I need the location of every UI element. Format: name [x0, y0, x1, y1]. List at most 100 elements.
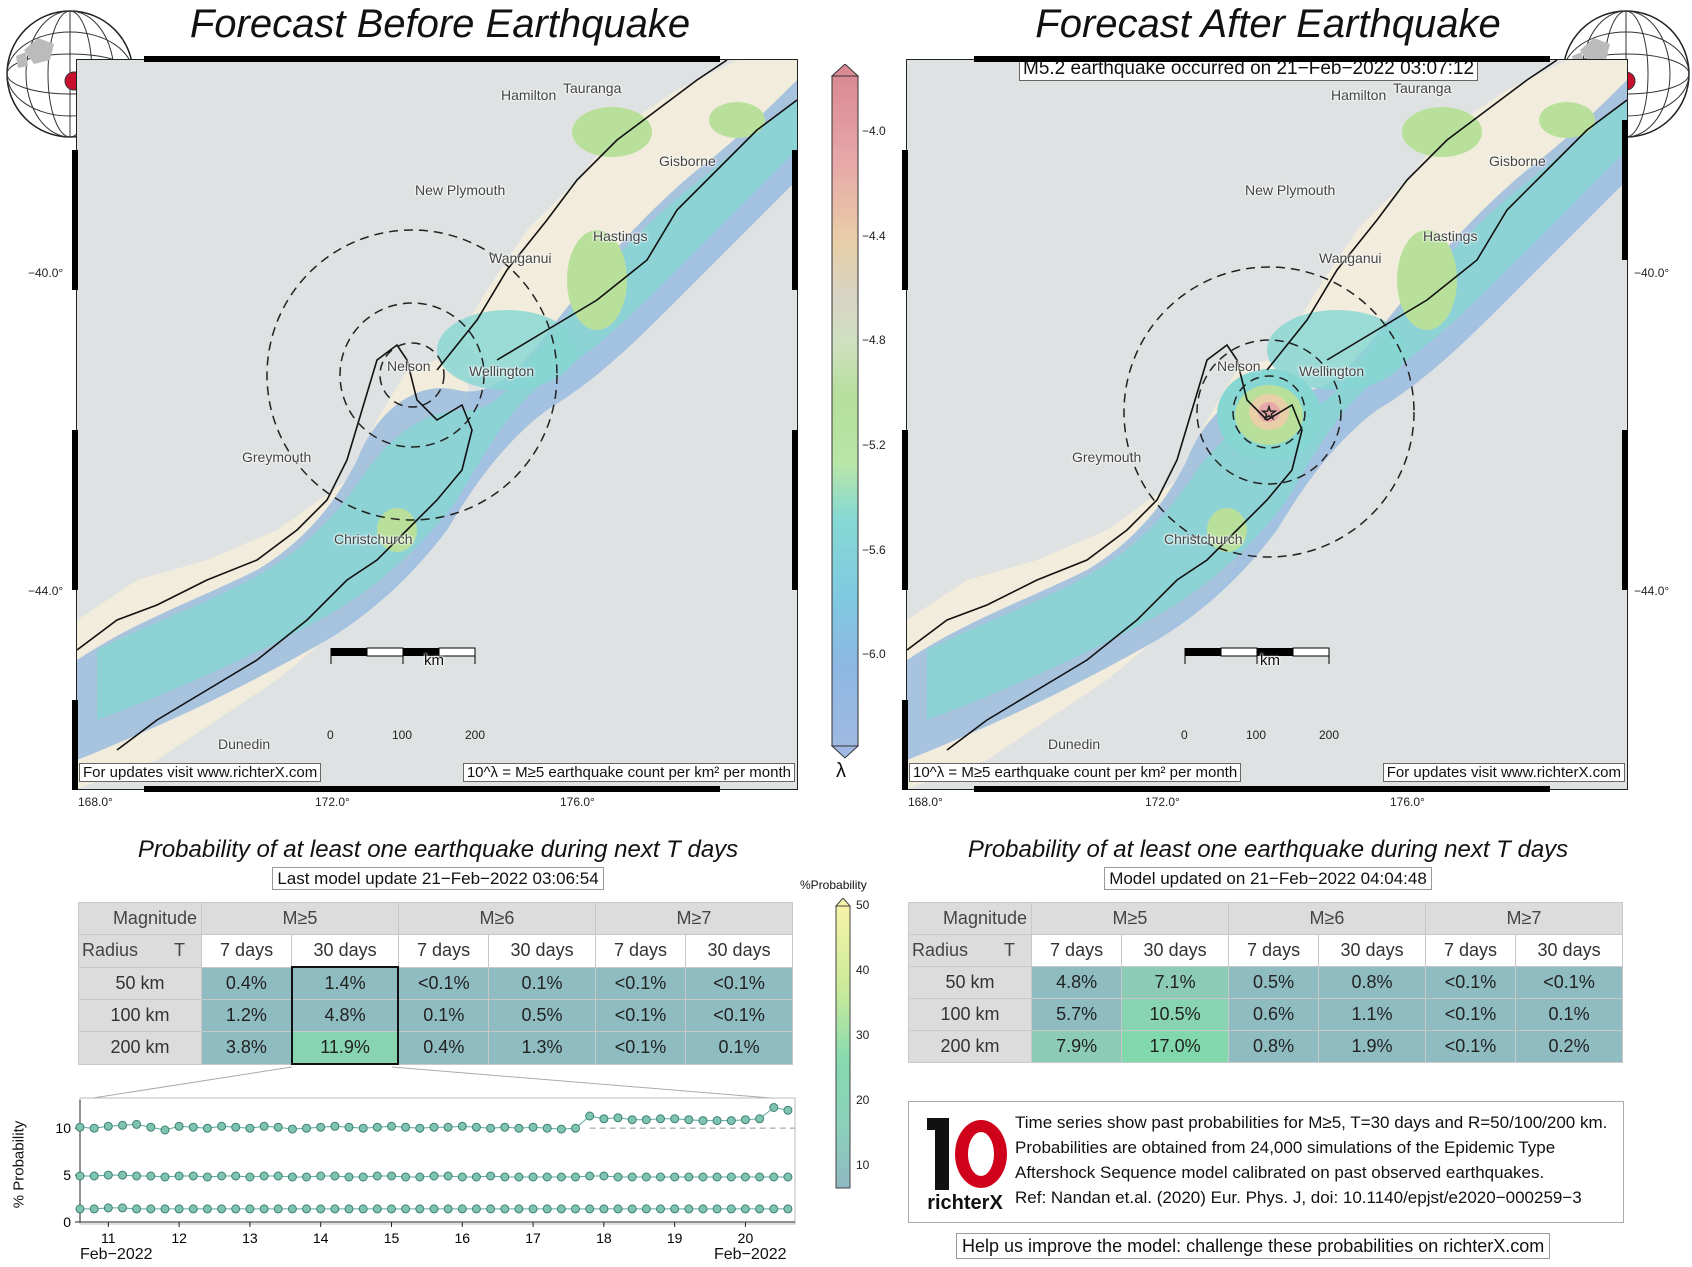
ts-data-point — [769, 1103, 779, 1112]
ts-data-point — [429, 1204, 439, 1214]
ts-ylabel: % Probability — [10, 1120, 28, 1209]
ts-data-point — [613, 1113, 623, 1123]
probability-cell: 1.9% — [1318, 1030, 1426, 1063]
map-frame-bar — [1622, 430, 1628, 590]
ts-data-point — [387, 1204, 396, 1214]
map-frame-bar — [72, 150, 78, 290]
period-header: 7 days — [1227, 934, 1320, 967]
left-probability-table: Magnitude M≥5 M≥6 M≥7 Radius T 7 days 30 days 7 … — [78, 902, 794, 1065]
map-frame-bar — [72, 700, 78, 790]
ts-data-point — [542, 1123, 552, 1133]
ts-data-point — [641, 1172, 651, 1182]
info-line: Time series show past probabilities for … — [1015, 1113, 1608, 1132]
map-frame-bar — [72, 430, 78, 590]
city-label: Hamilton — [1331, 87, 1387, 103]
ts-data-point — [344, 1204, 354, 1214]
period-header: 7 days — [397, 934, 490, 968]
probability-cell: <0.1% — [397, 966, 490, 1000]
city-label: Nelson — [1217, 358, 1261, 374]
ts-data-point — [287, 1124, 297, 1134]
probability-cell: 7.9% — [1030, 1030, 1123, 1063]
city-label: Wanganui — [489, 250, 552, 266]
ts-data-point — [415, 1204, 425, 1214]
ts-data-point — [712, 1172, 722, 1182]
ts-data-point — [245, 1172, 255, 1182]
map-frame-bar — [902, 700, 908, 790]
scale-tick: 200 — [465, 728, 486, 742]
city-label: Nelson — [387, 358, 431, 374]
ts-data-point — [783, 1204, 793, 1214]
ts-data-point — [146, 1171, 156, 1181]
probability-cell: <0.1% — [1515, 966, 1623, 999]
ts-data-point — [174, 1121, 184, 1131]
lon-tick: 172.0° — [1145, 795, 1180, 809]
probability-cell: <0.1% — [1424, 1030, 1517, 1063]
ts-data-point — [769, 1204, 779, 1214]
svg-text:☆: ☆ — [1261, 403, 1277, 423]
ts-data-point — [585, 1111, 595, 1121]
ts-data-point — [599, 1171, 609, 1181]
ts-data-point — [670, 1172, 680, 1182]
ts-y-tick-label: 0 — [63, 1214, 71, 1230]
ts-data-point — [358, 1204, 368, 1214]
probability-cell: 0.5% — [1227, 966, 1320, 999]
radius-row-label: 50 km — [908, 966, 1032, 999]
ts-data-point — [188, 1122, 198, 1132]
ts-data-point — [670, 1114, 680, 1124]
ts-data-point — [712, 1116, 722, 1126]
ts-x-tick-label: 11 — [101, 1230, 116, 1246]
ts-data-point — [344, 1122, 354, 1132]
ts-data-point — [740, 1115, 750, 1125]
info-text: Time series show past probabilities for … — [1015, 1110, 1607, 1210]
ts-data-point — [132, 1204, 142, 1214]
period-header: 30 days — [1515, 934, 1623, 967]
probability-cell: 0.1% — [1515, 998, 1623, 1031]
ts-data-point — [387, 1121, 396, 1131]
lambda-tick: −5.6 — [862, 543, 886, 557]
probability-cell: <0.1% — [1424, 998, 1517, 1031]
magnitude-header: Magnitude — [78, 902, 202, 935]
ts-data-point — [698, 1116, 708, 1126]
update-note: For updates visit www.richterX.com — [1382, 763, 1625, 782]
lon-tick: 176.0° — [1390, 795, 1425, 809]
ts-data-point — [160, 1204, 170, 1214]
ts-data-point — [556, 1172, 566, 1182]
city-label: Greymouth — [242, 449, 312, 465]
right-forecast-map: ☆ M5.2 earthquake occurred on 21−Feb−202… — [906, 59, 1628, 790]
ts-data-point — [443, 1204, 453, 1214]
right-prob-subtitle: Model updated on 21−Feb−2022 04:04:48 — [908, 867, 1628, 890]
lambda-tick: −4.8 — [862, 333, 886, 347]
ts-data-point — [330, 1171, 340, 1181]
lambda-tick: −5.2 — [862, 438, 886, 452]
magnitude-group-header: M≥7 — [594, 902, 794, 935]
probability-cell: <0.1% — [685, 966, 793, 1000]
ts-y-tick-label: 10 — [55, 1120, 71, 1136]
ts-data-point — [613, 1172, 623, 1182]
challenge-footer[interactable]: Help us improve the model: challenge the… — [956, 1233, 1551, 1259]
ts-data-point — [486, 1171, 496, 1181]
lambda-colorbar — [830, 64, 860, 759]
ts-x-tick-label: 20 — [738, 1230, 754, 1246]
radius-T-header: Radius T — [908, 934, 1032, 967]
info-line: Probabilities are obtained from 24,000 s… — [1015, 1138, 1556, 1157]
ts-x-tick-label: 18 — [596, 1230, 612, 1246]
city-label: New Plymouth — [415, 182, 506, 198]
ts-xlabel-left: Feb−2022 — [80, 1246, 153, 1263]
info-box: richterX Time series show past probabili… — [908, 1101, 1624, 1223]
ts-data-point — [316, 1204, 326, 1214]
period-header: 30 days — [1318, 934, 1426, 967]
ts-data-point — [75, 1122, 85, 1132]
prob-tick: 10 — [856, 1158, 870, 1172]
city-label: Gisborne — [1489, 153, 1546, 169]
ts-data-point — [783, 1105, 793, 1115]
right-prob-title: Probability of at least one earthquake d… — [967, 836, 1569, 863]
ts-data-point — [656, 1172, 665, 1182]
lambda-colorbar-label: λ — [836, 760, 846, 782]
scale-tick: 200 — [1319, 728, 1340, 742]
ts-data-point — [259, 1121, 269, 1131]
map-frame-bar — [792, 430, 798, 590]
ts-data-point — [75, 1204, 85, 1214]
radius-row-label: 200 km — [78, 1031, 202, 1065]
probability-cell: <0.1% — [594, 1031, 687, 1065]
ts-data-point — [528, 1204, 538, 1214]
